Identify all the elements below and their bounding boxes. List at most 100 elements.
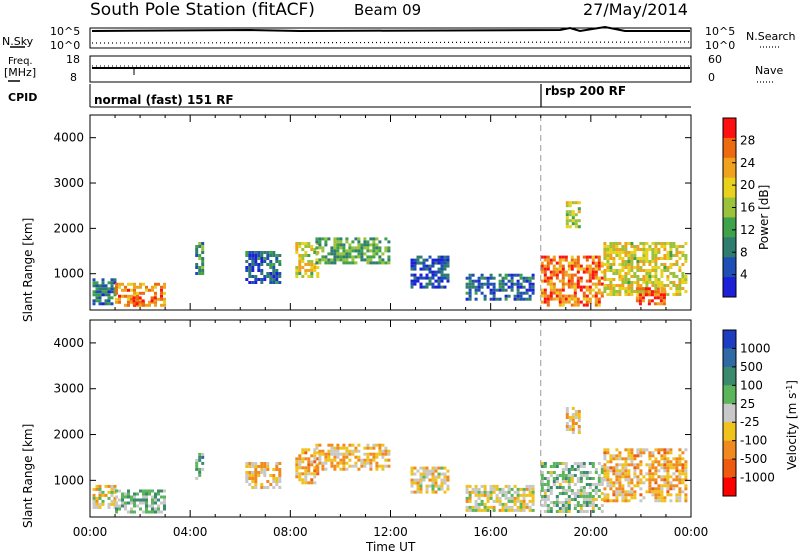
power-echo-cell — [543, 258, 547, 262]
power-echo-cell — [342, 255, 346, 259]
velocity-echo-cell — [163, 501, 166, 505]
power-echo-cell — [127, 303, 130, 307]
velocity-echo-cell — [630, 496, 634, 500]
power-echo-cell — [278, 275, 282, 278]
power-echo-cell — [525, 288, 529, 292]
velocity-echo-cell — [597, 462, 601, 465]
power-echo-cell — [127, 300, 130, 304]
velocity-echo-cell — [110, 484, 114, 488]
velocity-echo-cell — [636, 466, 640, 470]
power-echo-cell — [654, 245, 658, 248]
power-echo-cell — [543, 255, 547, 259]
power-echo-cell — [127, 297, 130, 301]
power-echo-cell — [295, 245, 299, 248]
velocity-echo-cell — [681, 472, 685, 476]
power-echo-cell — [443, 258, 447, 262]
power-echo-cell — [248, 269, 252, 272]
power-echo-cell — [298, 245, 302, 248]
velocity-echo-cell — [651, 463, 655, 467]
power-echo-cell — [618, 278, 622, 281]
velocity-echo-cell — [431, 490, 435, 494]
velocity-echo-cell — [615, 478, 619, 482]
velocity-echo-cell — [480, 484, 484, 488]
x-tick-label: 20:00 — [574, 525, 609, 539]
velocity-echo-cell — [378, 446, 382, 450]
power-echo-cell — [642, 275, 646, 278]
velocity-echo-cell — [663, 484, 667, 488]
power-echo-cell — [339, 255, 343, 259]
power-echo-cell — [579, 288, 583, 292]
velocity-echo-cell — [660, 475, 664, 479]
power-echo-cell — [92, 302, 96, 306]
velocity-echo-cell — [571, 419, 575, 422]
power-echo-cell — [645, 257, 649, 260]
velocity-echo-cell — [549, 465, 553, 468]
velocity-echo-cell — [318, 452, 322, 456]
power-echo-cell — [568, 219, 572, 223]
power-echo-cell — [576, 303, 580, 307]
power-echo-cell — [348, 243, 352, 247]
power-echo-cell — [440, 267, 444, 271]
power-echo-cell — [387, 255, 391, 259]
power-echo-cell — [425, 282, 429, 286]
power-echo-cell — [564, 270, 568, 274]
power-echo-cell — [201, 248, 205, 251]
velocity-echo-cell — [565, 416, 569, 419]
power-echo-cell — [257, 254, 261, 257]
velocity-echo-cell — [522, 505, 526, 509]
power-echo-cell — [278, 263, 282, 266]
velocity-echo-cell — [104, 484, 108, 488]
power-echo-cell — [603, 278, 607, 281]
velocity-echo-cell — [546, 507, 550, 510]
power-echo-cell — [443, 273, 447, 277]
power-echo-cell — [492, 288, 496, 292]
power-echo-cell — [357, 246, 361, 250]
power-echo-cell — [574, 222, 578, 226]
velocity-echo-cell — [666, 463, 670, 467]
velocity-echo-cell — [618, 451, 622, 455]
power-echo-cell — [618, 263, 622, 266]
velocity-echo-cell — [480, 499, 484, 503]
power-echo-cell — [272, 269, 276, 272]
power-echo-cell — [333, 240, 337, 244]
power-echo-cell — [639, 290, 643, 293]
velocity-echo-cell — [507, 496, 511, 500]
velocity-echo-cell — [630, 451, 634, 455]
power-echo-cell — [585, 270, 589, 274]
power-echo-cell — [363, 252, 367, 256]
power-echo-cell — [675, 263, 679, 266]
power-echo-cell — [136, 285, 139, 289]
power-echo-cell — [504, 297, 508, 301]
power-echo-cell — [118, 285, 121, 289]
velocity-echo-cell — [648, 451, 652, 455]
velocity-echo-cell — [606, 451, 610, 455]
power-echo-cell — [573, 291, 577, 295]
velocity-echo-cell — [163, 495, 166, 499]
velocity-echo-cell — [549, 501, 553, 504]
power-echo-cell — [130, 294, 133, 298]
power-echo-cell — [354, 261, 358, 265]
power-echo-cell — [480, 285, 484, 289]
power-echo-cell — [363, 240, 367, 244]
velocity-echo-cell — [666, 481, 670, 485]
velocity-echo-cell — [437, 472, 441, 476]
x-tick-label: 12:00 — [373, 525, 408, 539]
velocity-echo-cell — [522, 493, 526, 497]
velocity-echo-cell — [525, 484, 529, 488]
power-echo-cell — [624, 275, 628, 278]
velocity-echo-cell — [633, 496, 637, 500]
power-echo-cell — [606, 263, 610, 266]
power-echo-cell — [579, 264, 583, 268]
power-echo-cell — [275, 275, 279, 278]
power-echo-cell — [248, 257, 252, 260]
power-echo-cell — [568, 210, 572, 214]
velocity-echo-cell — [591, 501, 595, 504]
velocity-echo-cell — [307, 469, 311, 473]
power-echo-cell — [101, 302, 105, 306]
velocity-echo-cell — [372, 443, 376, 447]
power-echo-cell — [504, 294, 508, 298]
power-echo-cell — [151, 285, 154, 289]
velocity-echo-cell — [543, 504, 547, 507]
power-echo-cell — [624, 281, 628, 284]
power-echo-cell — [504, 282, 508, 286]
